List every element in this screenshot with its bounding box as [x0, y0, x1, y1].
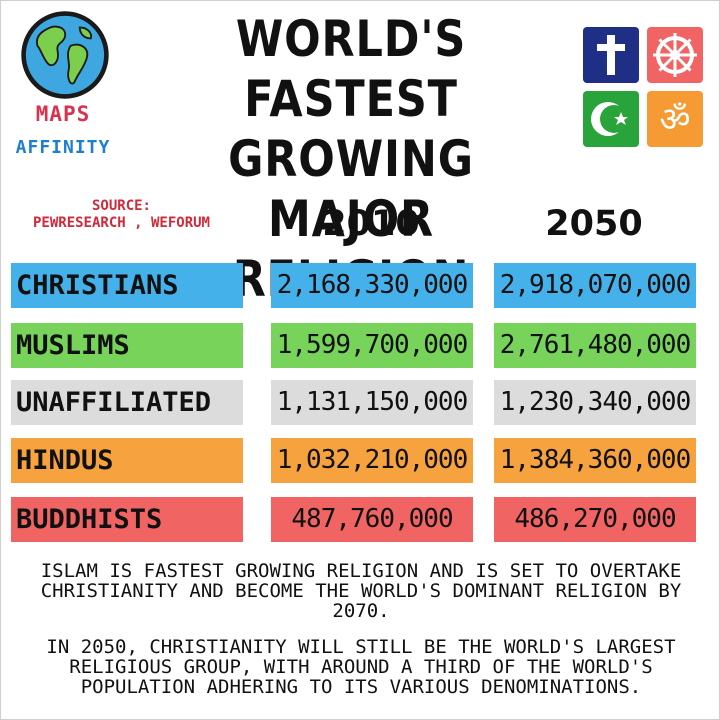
row-label: HINDUS: [11, 438, 243, 483]
table-row-christians: CHRISTIANS 2,168,330,000 2,918,070,000: [1, 263, 720, 308]
svg-text:ॐ: ॐ: [659, 100, 690, 140]
brand-line-1: MAPS: [35, 102, 91, 126]
row-label: CHRISTIANS: [11, 263, 243, 308]
note-line: IN 2050, CHRISTIANITY WILL STILL BE THE …: [46, 636, 676, 658]
note-christianity: IN 2050, CHRISTIANITY WILL STILL BE THE …: [1, 637, 720, 697]
value-2010: 1,599,700,000: [271, 323, 473, 368]
value-2010: 1,032,210,000: [271, 438, 473, 483]
cross-icon: [583, 27, 639, 83]
row-label: UNAFFILIATED: [11, 380, 243, 425]
note-line: RELIGIOUS GROUP, WITH AROUND A THIRD OF …: [69, 656, 653, 678]
value-2050: 1,230,340,000: [494, 380, 696, 425]
title-line-2: GROWING MAJOR: [228, 130, 474, 248]
note-line: POPULATION ADHERING TO ITS VARIOUS DENOM…: [80, 676, 642, 698]
brand-line-2: AFFINITY: [15, 137, 111, 158]
dharma-wheel-icon: [647, 27, 703, 83]
column-header-2010: 2010: [322, 204, 420, 244]
row-label: MUSLIMS: [11, 323, 243, 368]
value-2050: 1,384,360,000: [494, 438, 696, 483]
note-line: 2070.: [332, 600, 390, 622]
om-icon: ॐ: [647, 91, 703, 147]
table-row-muslims: MUSLIMS 1,599,700,000 2,761,480,000: [1, 323, 720, 368]
title-line-1: WORLD'S FASTEST: [235, 10, 467, 128]
value-2010: 487,760,000: [271, 497, 473, 542]
value-2050: 486,270,000: [494, 497, 696, 542]
note-line: ISLAM IS FASTEST GROWING RELIGION AND IS…: [40, 560, 682, 582]
globe-icon: [21, 11, 109, 99]
note-islam: ISLAM IS FASTEST GROWING RELIGION AND IS…: [1, 561, 720, 621]
value-2050: 2,918,070,000: [494, 263, 696, 308]
crescent-star-icon: [583, 91, 639, 147]
value-2010: 1,131,150,000: [271, 380, 473, 425]
table-row-unaffiliated: UNAFFILIATED 1,131,150,000 1,230,340,000: [1, 380, 720, 425]
source-label: SOURCE:: [91, 198, 151, 214]
table-row-hindus: HINDUS 1,032,210,000 1,384,360,000: [1, 438, 720, 483]
source-value: PEWRESEARCH , WEFORUM: [32, 215, 210, 231]
value-2050: 2,761,480,000: [494, 323, 696, 368]
note-line: CHRISTIANITY AND BECOME THE WORLD'S DOMI…: [40, 580, 682, 602]
value-2010: 2,168,330,000: [271, 263, 473, 308]
row-label: BUDDHISTS: [11, 497, 243, 542]
table-row-buddhists: BUDDHISTS 487,760,000 486,270,000: [1, 497, 720, 542]
column-header-2050: 2050: [545, 204, 643, 244]
